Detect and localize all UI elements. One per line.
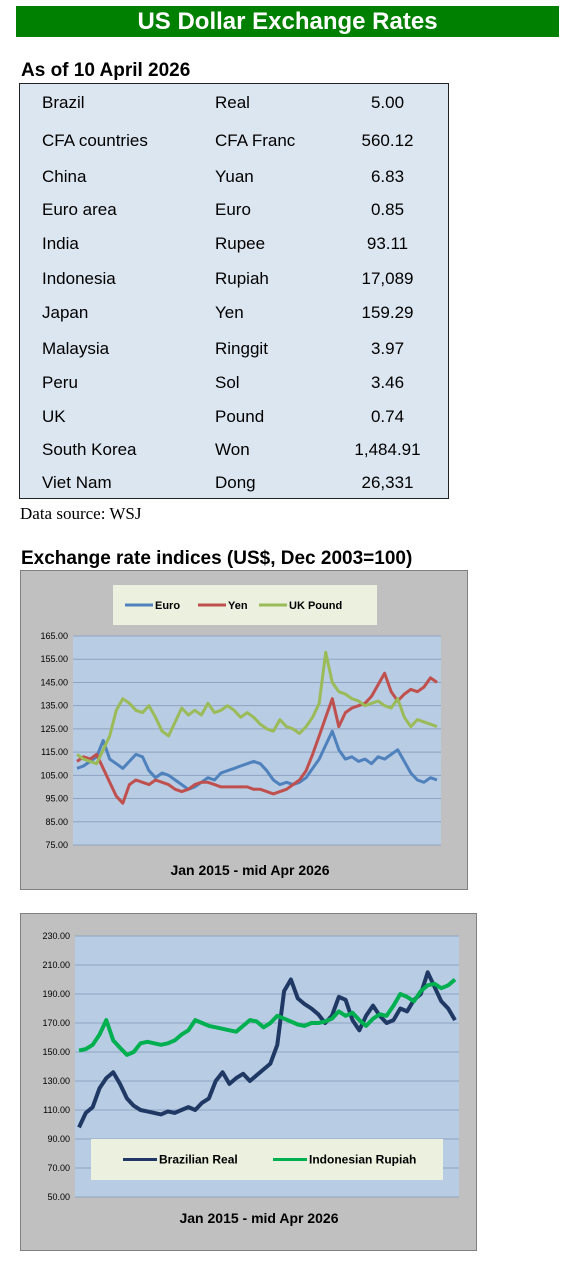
legend	[113, 585, 377, 625]
series-line-uk-pound	[76, 650, 438, 766]
country-name: Peru	[42, 373, 78, 392]
rate-row: Euro area Euro 0.85	[20, 200, 448, 224]
chart-real-rupiah: 50.00 70.00 90.00 110.00 130.00 150.00 170.00 1…	[20, 913, 477, 1251]
country-name: Viet Nam	[42, 473, 112, 492]
currency-name: Yuan	[215, 167, 254, 186]
y-tick-label: 125.00	[40, 724, 68, 734]
rate-value: 17,089	[361, 269, 414, 288]
country-name: Euro area	[42, 200, 117, 219]
section-title: Exchange rate indices (US$, Dec 2003=100…	[21, 548, 413, 569]
y-tick-label: 50.00	[47, 1192, 70, 1202]
currency-name: Sol	[215, 373, 240, 392]
y-tick-label: 210.00	[42, 960, 70, 970]
chart-svg: 75.00 85.00 95.00 105.00 115.00 125.00 135.00 1…	[40, 585, 441, 878]
rate-row: India Rupee 93.11	[20, 234, 448, 258]
currency-name: CFA Franc	[215, 131, 296, 150]
country-name: South Korea	[42, 440, 137, 459]
y-tick-label: 75.00	[45, 840, 68, 850]
page-title: US Dollar Exchange Rates	[16, 6, 559, 37]
plot-area	[73, 636, 441, 845]
chart-svg: 50.00 70.00 90.00 110.00 130.00 150.00 170.00 1…	[42, 931, 459, 1226]
country-name: Indonesia	[42, 269, 116, 288]
country-name: India	[42, 234, 79, 253]
rate-row: China Yuan 6.83	[20, 167, 448, 191]
x-axis-label: Jan 2015 - mid Apr 2026	[170, 862, 329, 878]
y-tick-label: 145.00	[40, 677, 68, 687]
currency-name: Rupee	[215, 234, 266, 253]
currency-name: Ringgit	[215, 339, 268, 358]
rate-value: 1,484.91	[354, 440, 421, 459]
currency-name: Won	[215, 440, 250, 459]
y-tick-label: 165.00	[40, 631, 68, 641]
country-name: CFA countries	[42, 131, 148, 150]
series-line-yen	[76, 671, 438, 805]
currency-name: Yen	[215, 303, 244, 322]
data-source-note: Data source: WSJ	[20, 504, 142, 523]
country-name: Malaysia	[42, 339, 110, 358]
series-line-euro	[76, 729, 438, 791]
y-tick-label: 105.00	[40, 770, 68, 780]
y-tick-label: 190.00	[42, 989, 70, 999]
rate-value: 93.11	[366, 234, 409, 253]
exchange-rate-table: Brazil Real 5.00 CFA countries CFA Franc 560.…	[19, 83, 449, 499]
series-line-brazilian-real	[77, 970, 457, 1129]
legend-label: Indonesian Rupiah	[309, 1153, 416, 1167]
rate-row: Viet Nam Dong 26,331	[20, 473, 448, 497]
country-name: UK	[42, 407, 66, 426]
as-of-date: As of 10 April 2026	[21, 60, 191, 81]
currency-name: Dong	[215, 473, 256, 492]
currency-name: Real	[215, 93, 250, 112]
y-tick-label: 95.00	[45, 794, 68, 804]
y-tick-label: 150.00	[42, 1047, 70, 1057]
rate-row: Brazil Real 5.00	[20, 93, 448, 117]
rate-value: 0.74	[370, 407, 405, 426]
rate-value: 6.83	[370, 167, 405, 186]
rate-row: Malaysia Ringgit 3.97	[20, 339, 448, 363]
country-name: Japan	[42, 303, 89, 322]
currency-name: Pound	[215, 407, 265, 426]
legend-label: Yen	[228, 600, 248, 612]
currency-name: Euro	[215, 200, 251, 219]
y-tick-label: 170.00	[42, 1018, 70, 1028]
rate-value: 3.97	[370, 339, 405, 358]
y-tick-label: 155.00	[40, 654, 68, 664]
rate-value: 26,331	[361, 473, 414, 492]
y-tick-label: 85.00	[45, 817, 68, 827]
country-name: Brazil	[42, 93, 85, 112]
y-tick-label: 130.00	[42, 1076, 70, 1086]
y-tick-label: 115.00	[41, 747, 68, 757]
rate-row: Peru Sol 3.46	[20, 373, 448, 397]
y-tick-label: 135.00	[40, 701, 68, 711]
rate-value: 5.00	[370, 93, 405, 112]
rate-row: Indonesia Rupiah 17,089	[20, 269, 448, 293]
legend-label: UK Pound	[289, 600, 342, 612]
rate-row: UK Pound 0.74	[20, 407, 448, 431]
x-axis-label: Jan 2015 - mid Apr 2026	[179, 1210, 338, 1226]
chart-euro-yen-pound: 75.00 85.00 95.00 105.00 115.00 125.00 135.00 1…	[20, 570, 468, 890]
series-line-indonesian-rupiah	[78, 977, 457, 1057]
y-tick-label: 110.00	[43, 1105, 70, 1115]
rate-value: 560.12	[361, 131, 414, 150]
rate-row: CFA countries CFA Franc 560.12	[20, 131, 448, 155]
rate-value: 0.85	[370, 200, 405, 219]
legend-label: Euro	[155, 600, 180, 612]
rate-value: 3.46	[370, 373, 405, 392]
currency-name: Rupiah	[215, 269, 269, 288]
y-tick-label: 70.00	[47, 1163, 70, 1173]
rate-value: 159.29	[361, 303, 414, 322]
country-name: China	[42, 167, 87, 186]
y-tick-label: 90.00	[47, 1134, 70, 1144]
rate-row: South Korea Won 1,484.91	[20, 440, 448, 464]
y-tick-label: 230.00	[42, 931, 70, 941]
legend-label: Brazilian Real	[159, 1153, 238, 1167]
rate-row: Japan Yen 159.29	[20, 303, 448, 327]
